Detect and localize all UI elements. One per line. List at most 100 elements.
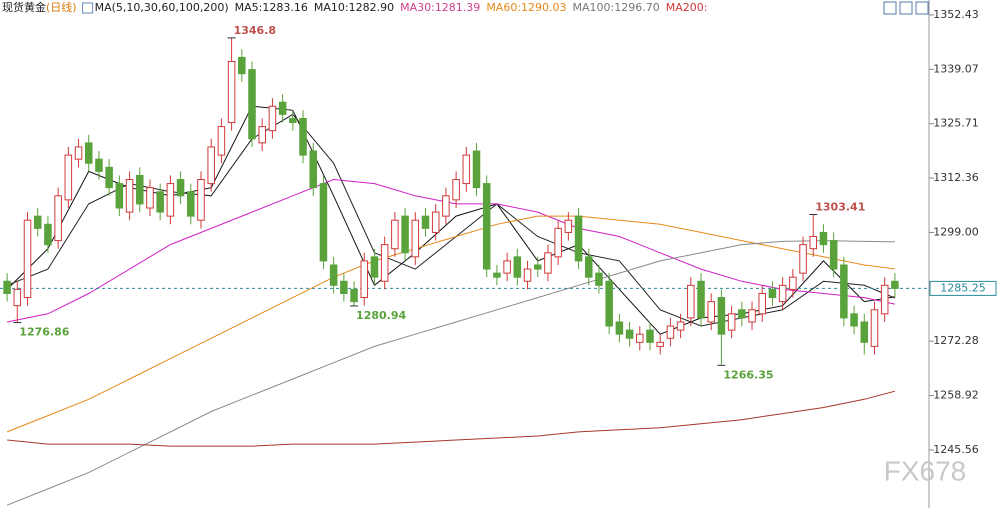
- legend-entry: MA200:: [666, 1, 708, 14]
- candle-body: [738, 309, 746, 319]
- y-tick-label: 1245.56: [933, 443, 979, 456]
- annotation-label: 1276.86: [19, 326, 69, 339]
- indicator-label: MA(5,10,30,60,100,200): [95, 1, 229, 14]
- candle-body: [789, 276, 797, 290]
- candle-body: [238, 56, 246, 75]
- candle-body: [156, 191, 164, 213]
- candle-body: [23, 219, 32, 299]
- candle-body: [319, 183, 328, 262]
- candle-body: [309, 150, 318, 189]
- candle-body: [105, 166, 113, 189]
- candle-body: [442, 195, 450, 217]
- candle-body: [411, 219, 420, 258]
- toolbar-button[interactable]: [899, 1, 913, 15]
- candle-body: [197, 179, 205, 221]
- candle-body: [125, 179, 134, 213]
- y-tick-label: 1339.07: [933, 62, 979, 75]
- watermark: FX678: [884, 455, 967, 486]
- candle-body: [584, 256, 593, 278]
- candle-body: [33, 215, 42, 229]
- legend-entry: MA60:1290.03: [486, 1, 566, 14]
- candle-body: [840, 264, 848, 319]
- candle-body: [217, 126, 226, 156]
- candle-body: [146, 187, 154, 209]
- candle-body: [401, 215, 409, 254]
- candle-body: [554, 227, 562, 258]
- candle-body: [523, 268, 532, 282]
- candle-body: [95, 158, 103, 172]
- toolbar-button[interactable]: [883, 1, 897, 15]
- candle-body: [666, 325, 675, 339]
- ma-line: [7, 390, 896, 447]
- candle-body: [891, 280, 899, 289]
- toolbar-button[interactable]: [915, 1, 929, 15]
- candle-body: [370, 256, 379, 278]
- candle-body: [595, 272, 603, 286]
- header: 现货黄金 (日线) MA(5,10,30,60,100,200) MA5:1283.1…: [2, 0, 707, 14]
- candle-body: [687, 284, 695, 319]
- y-tick-label: 1325.71: [933, 117, 979, 130]
- chart-subtitle: (日线): [46, 0, 77, 14]
- candle-body: [697, 280, 705, 319]
- annotation-label: 1303.41: [815, 200, 865, 213]
- y-tick-label: 1272.28: [933, 334, 979, 347]
- candle-body: [64, 154, 73, 201]
- candle-body: [605, 280, 613, 327]
- candle-body: [207, 146, 215, 185]
- candle-body: [289, 117, 297, 124]
- candle-body: [166, 183, 175, 217]
- candle-body: [503, 260, 511, 274]
- candle-body: [646, 329, 654, 343]
- candle-body: [421, 215, 430, 229]
- ma-line: [6, 240, 895, 506]
- candle-body: [676, 321, 685, 331]
- y-tick-label: 1299.00: [933, 225, 979, 238]
- candle-body: [860, 321, 869, 343]
- candle-body: [135, 174, 144, 205]
- candle-body: [84, 142, 93, 164]
- candle-body: [615, 321, 624, 335]
- candle-body: [819, 231, 828, 246]
- legend-entry: MA100:1296.70: [573, 1, 660, 14]
- candle-body: [44, 223, 52, 246]
- candle-body: [748, 309, 756, 323]
- candle-body: [74, 146, 83, 160]
- candle-body: [809, 235, 818, 250]
- candle-body: [431, 211, 440, 233]
- candle-body: [625, 329, 634, 339]
- candle-body: [707, 301, 715, 323]
- candle-body: [799, 244, 807, 274]
- candle-body: [574, 215, 583, 262]
- candle-body: [880, 284, 889, 315]
- candle-body: [850, 313, 858, 327]
- candle-body: [778, 284, 787, 303]
- candle-body: [360, 260, 369, 299]
- candle-body: [391, 219, 399, 250]
- y-tick-label: 1352.43: [933, 8, 979, 21]
- y-tick-label: 1258.92: [933, 389, 979, 402]
- legend-entry: MA10:1282.90: [314, 1, 394, 14]
- legend-entry: MA30:1281.39: [400, 1, 480, 14]
- candle-body: [268, 105, 277, 132]
- y-tick-label: 1312.36: [933, 171, 979, 184]
- toolbar: [883, 1, 929, 15]
- legend-entry: MA5:1283.16: [235, 1, 308, 14]
- annotation-label: 1280.94: [356, 309, 406, 322]
- candle-body: [656, 341, 664, 347]
- candle-body: [829, 240, 838, 270]
- candle-body: [278, 101, 287, 115]
- last-price-label: 1285.25: [940, 281, 986, 294]
- candle-body: [472, 150, 481, 189]
- candle-body: [768, 288, 777, 299]
- candle-body: [176, 179, 185, 197]
- candle-body: [299, 117, 307, 156]
- candle-body: [636, 333, 644, 343]
- candle-body: [329, 264, 338, 286]
- indicator-icon: [82, 2, 94, 14]
- last-price-tag: [929, 280, 997, 296]
- candle-body: [758, 292, 767, 315]
- candle-body: [54, 195, 62, 242]
- candle-body: [493, 272, 501, 278]
